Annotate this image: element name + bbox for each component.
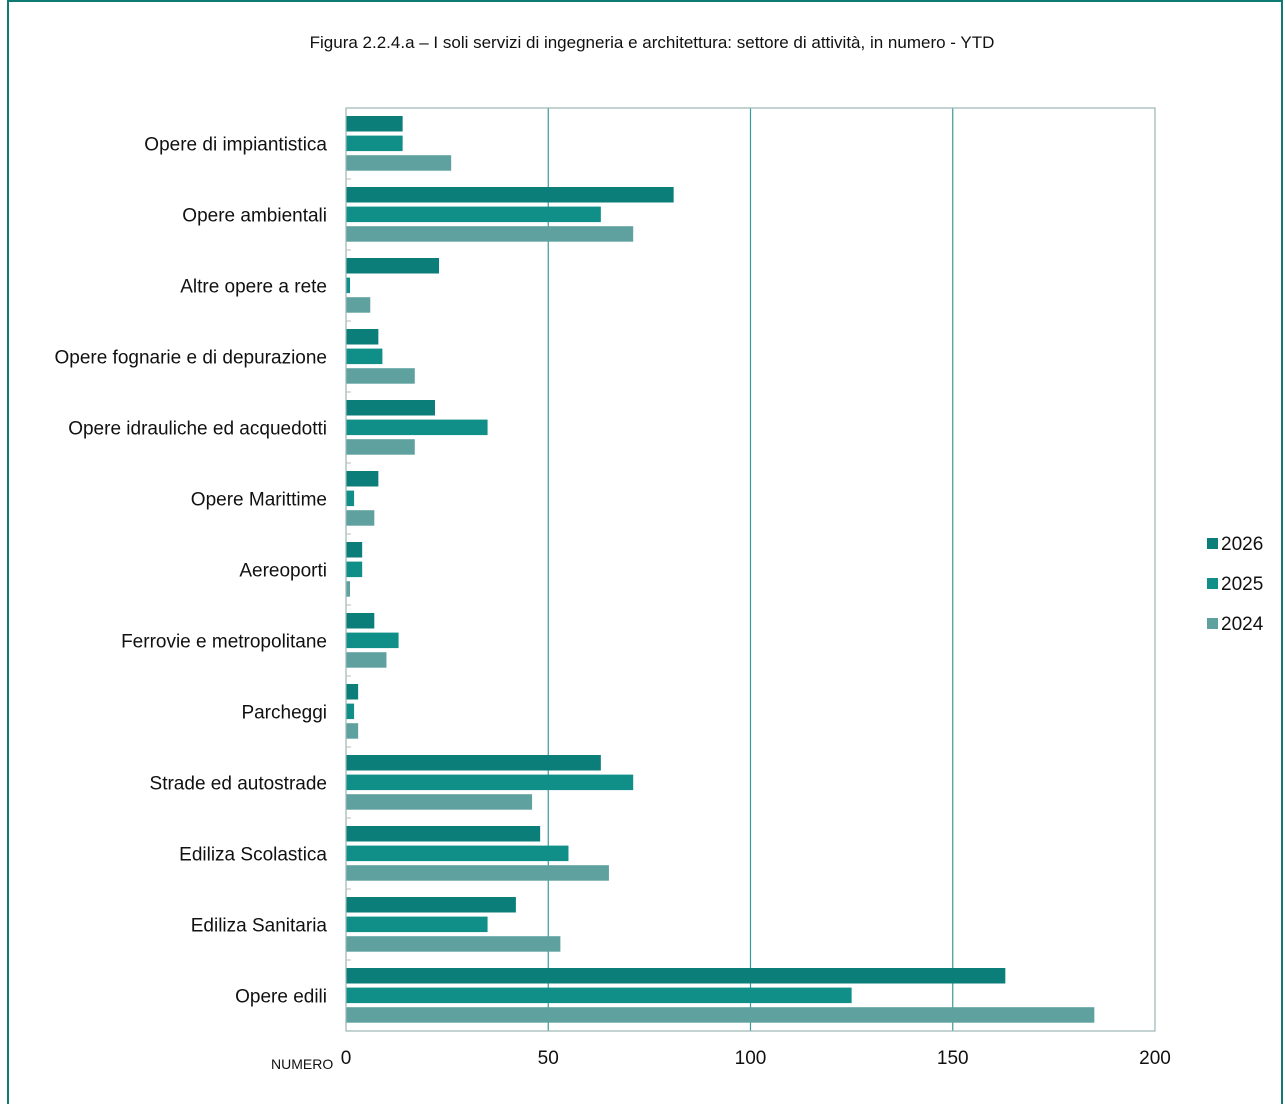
category-label: Altre opere a rete — [180, 277, 327, 298]
bar-2025 — [346, 916, 488, 933]
category-label: Opere di impiantistica — [144, 135, 327, 156]
bar-2025 — [346, 206, 601, 223]
category-label: Ferrovie e metropolitane — [121, 632, 327, 653]
chart-frame — [7, 0, 1283, 1104]
bar-2026 — [346, 258, 440, 274]
bar-2026 — [346, 968, 1006, 984]
plot-border — [345, 107, 1156, 1032]
legend-swatch — [1207, 618, 1218, 629]
category-label: Ediliza Sanitaria — [191, 916, 328, 937]
bar-2025 — [346, 561, 363, 578]
legend-label: 2024 — [1221, 614, 1264, 635]
bar-2026 — [346, 116, 403, 132]
bar-2025 — [346, 419, 488, 436]
x-tick-label: 200 — [1139, 1048, 1171, 1069]
bar-2024 — [346, 652, 387, 668]
bar-2025 — [346, 703, 355, 720]
chart-title: Figura 2.2.4.a – I soli servizi di ingeg… — [309, 33, 995, 52]
grid-lines — [547, 108, 954, 1031]
bar-2024 — [346, 439, 415, 455]
bar-2025 — [346, 987, 852, 1004]
bar-2026 — [346, 400, 435, 416]
x-tick-label: 100 — [735, 1048, 767, 1069]
legend-label: 2025 — [1221, 574, 1263, 595]
x-tick-label: 0 — [341, 1048, 352, 1069]
bar-2026 — [346, 897, 516, 913]
bar-2025 — [346, 348, 383, 365]
category-label: Strade ed autostrade — [150, 774, 327, 795]
bar-2026 — [346, 684, 359, 700]
bar-2025 — [346, 135, 403, 152]
category-label: Ediliza Scolastica — [179, 845, 327, 866]
category-labels: Opere di impiantistica Opere ambientali Al… — [54, 135, 327, 1008]
x-axis-label: NUMERO — [271, 1056, 333, 1072]
tick-labels: 0 50 100 150 200 NUMERO — [271, 1048, 1171, 1072]
bar-2025 — [346, 490, 355, 507]
category-label: Parcheggi — [241, 703, 327, 724]
x-tick-label: 50 — [538, 1048, 559, 1069]
bars — [346, 116, 1095, 1023]
category-label: Opere fognarie e di depurazione — [54, 348, 327, 369]
x-tick-label: 150 — [937, 1048, 969, 1069]
category-label: Opere Marittime — [191, 490, 327, 511]
legend-swatch — [1207, 578, 1218, 589]
bar-2025 — [346, 774, 634, 791]
bar-2026 — [346, 542, 363, 558]
category-label: Opere idrauliche ed acquedotti — [68, 419, 327, 440]
bar-2024 — [346, 297, 371, 313]
bar-2024 — [346, 226, 634, 242]
bar-2026 — [346, 329, 379, 345]
bar-2026 — [346, 471, 379, 487]
category-label: Aereoporti — [239, 561, 327, 582]
legend-label: 2026 — [1221, 534, 1263, 555]
bar-2024 — [346, 723, 359, 739]
category-label: Opere ambientali — [182, 206, 327, 227]
bar-2025 — [346, 277, 351, 294]
bar-2024 — [346, 368, 415, 384]
bar-2024 — [346, 1007, 1095, 1023]
bar-2024 — [346, 794, 533, 810]
legend: 2026 2025 2024 — [1207, 534, 1264, 635]
bar-2026 — [346, 613, 375, 629]
bar-2026 — [346, 826, 541, 842]
bar-2026 — [346, 187, 674, 203]
bar-2024 — [346, 581, 351, 597]
bar-2024 — [346, 155, 452, 171]
bar-2025 — [346, 845, 569, 862]
category-label: Opere edili — [235, 987, 327, 1008]
axes — [345, 107, 1156, 1032]
bar-2024 — [346, 510, 375, 526]
bar-2024 — [346, 865, 609, 881]
bar-2025 — [346, 632, 399, 649]
bar-2026 — [346, 755, 601, 771]
legend-swatch — [1207, 538, 1218, 549]
bar-2024 — [346, 936, 561, 952]
